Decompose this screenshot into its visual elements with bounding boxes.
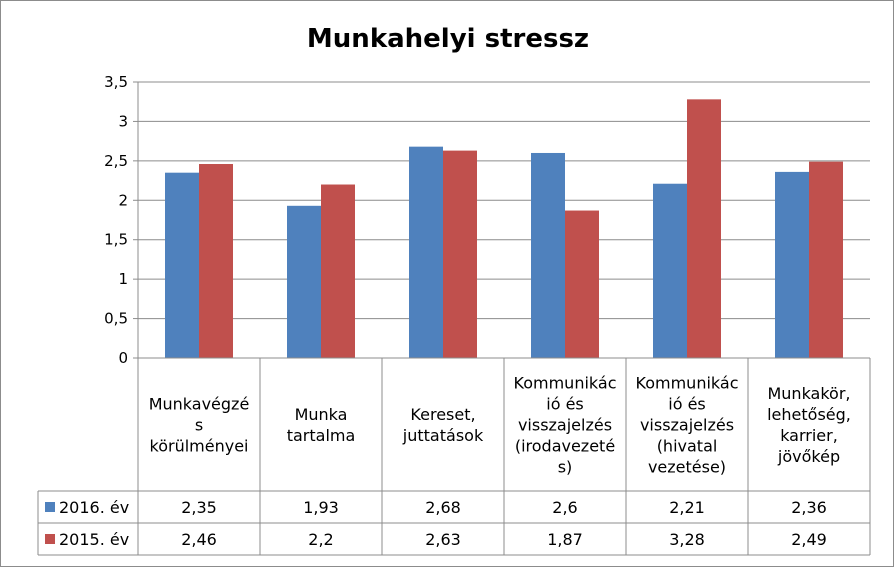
bar — [409, 146, 443, 358]
category-label: Kommunikác ió és visszajelzés (irodavezeté s… — [514, 374, 617, 477]
category-label: Munkakör, lehetőség, karrier, jövőkép — [767, 384, 851, 466]
table-value: 2,36 — [791, 498, 827, 517]
category-label-line: s) — [558, 458, 573, 477]
category-label-line: Munka — [295, 405, 348, 424]
gridlines — [137, 81, 870, 358]
y-tick-label: 3,5 — [104, 73, 128, 91]
legend-key — [45, 502, 55, 512]
legend-key — [45, 534, 55, 544]
category-label-line: Munkavégzé — [149, 395, 250, 414]
y-tick-label: 1 — [118, 270, 128, 288]
category-label-line: (irodavezeté — [515, 437, 615, 456]
category-label-line: jövőkép — [777, 447, 840, 466]
data-table: Munkavégzé s körülményei Munka tartalma Keres… — [37, 357, 871, 556]
legend-label: 2015. év — [59, 530, 129, 549]
bar — [443, 150, 477, 358]
table-value: 2,68 — [425, 498, 461, 517]
category-label-line: körülményei — [150, 437, 249, 456]
category-label: Kereset, juttatások — [402, 405, 484, 445]
table-value: 1,93 — [303, 498, 339, 517]
bar — [199, 164, 233, 358]
category-label-line: visszajelzés — [640, 416, 734, 435]
category-label-line: Kereset, — [410, 405, 475, 424]
y-tick-label: 2 — [118, 191, 128, 209]
category-label-line: ió és — [668, 395, 706, 414]
category-label: Kommunikác ió és visszajelzés (hivatal vezet… — [636, 374, 739, 477]
category-label-line: juttatások — [402, 426, 484, 445]
y-tick-label: 1,5 — [104, 231, 128, 249]
category-label-line: vezetése) — [648, 458, 726, 477]
y-tick-label: 2,5 — [104, 152, 128, 170]
bar — [687, 99, 721, 358]
table-value: 2,21 — [669, 498, 705, 517]
y-tick-label: 3 — [118, 112, 128, 130]
table-value: 2,63 — [425, 530, 461, 549]
category-label-line: ió és — [546, 395, 584, 414]
bar — [775, 171, 809, 358]
bar — [531, 152, 565, 358]
table-value: 2,35 — [181, 498, 217, 517]
category-label-line: s — [195, 416, 203, 435]
category-label-line: (hivatal — [657, 437, 718, 456]
bar — [287, 205, 321, 358]
y-axis-ticks: 0 0,5 1 1,5 2 2,5 3 3,5 — [104, 73, 138, 367]
table-value: 2,6 — [552, 498, 577, 517]
category-label-line: tartalma — [287, 426, 356, 445]
table-value: 1,87 — [547, 530, 583, 549]
bar — [653, 183, 687, 358]
category-label-line: karrier, — [780, 426, 838, 445]
category-label: Munkavégzé s körülményei — [149, 395, 250, 456]
bar — [165, 172, 199, 358]
y-tick-label: 0,5 — [104, 310, 128, 328]
bar — [321, 184, 355, 358]
bar — [809, 161, 843, 358]
legend-label: 2016. év — [59, 498, 129, 517]
y-tick-label: 0 — [118, 349, 128, 367]
category-label-line: Kommunikác — [636, 374, 739, 393]
category-label-line: Munkakör, — [767, 384, 850, 403]
table-value: 2,49 — [791, 530, 827, 549]
table-value: 2,2 — [308, 530, 333, 549]
category-label: Munka tartalma — [287, 405, 356, 445]
chart-title: Munkahelyi stressz — [307, 24, 589, 54]
category-label-line: visszajelzés — [518, 416, 612, 435]
category-label-line: lehetőség, — [767, 405, 851, 424]
table-value: 2,46 — [181, 530, 217, 549]
table-value: 3,28 — [669, 530, 705, 549]
bar — [565, 210, 599, 358]
bars — [165, 99, 843, 358]
category-label-line: Kommunikác — [514, 374, 617, 393]
